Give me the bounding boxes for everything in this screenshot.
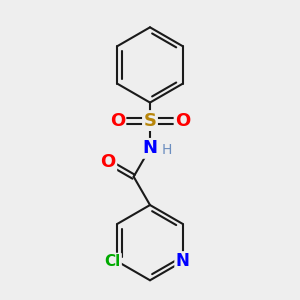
Text: O: O xyxy=(110,112,125,130)
Text: N: N xyxy=(176,253,190,271)
Text: N: N xyxy=(142,140,158,158)
Text: S: S xyxy=(143,112,157,130)
Text: O: O xyxy=(100,153,116,171)
Text: H: H xyxy=(161,143,172,157)
Text: Cl: Cl xyxy=(104,254,121,269)
Text: O: O xyxy=(175,112,190,130)
